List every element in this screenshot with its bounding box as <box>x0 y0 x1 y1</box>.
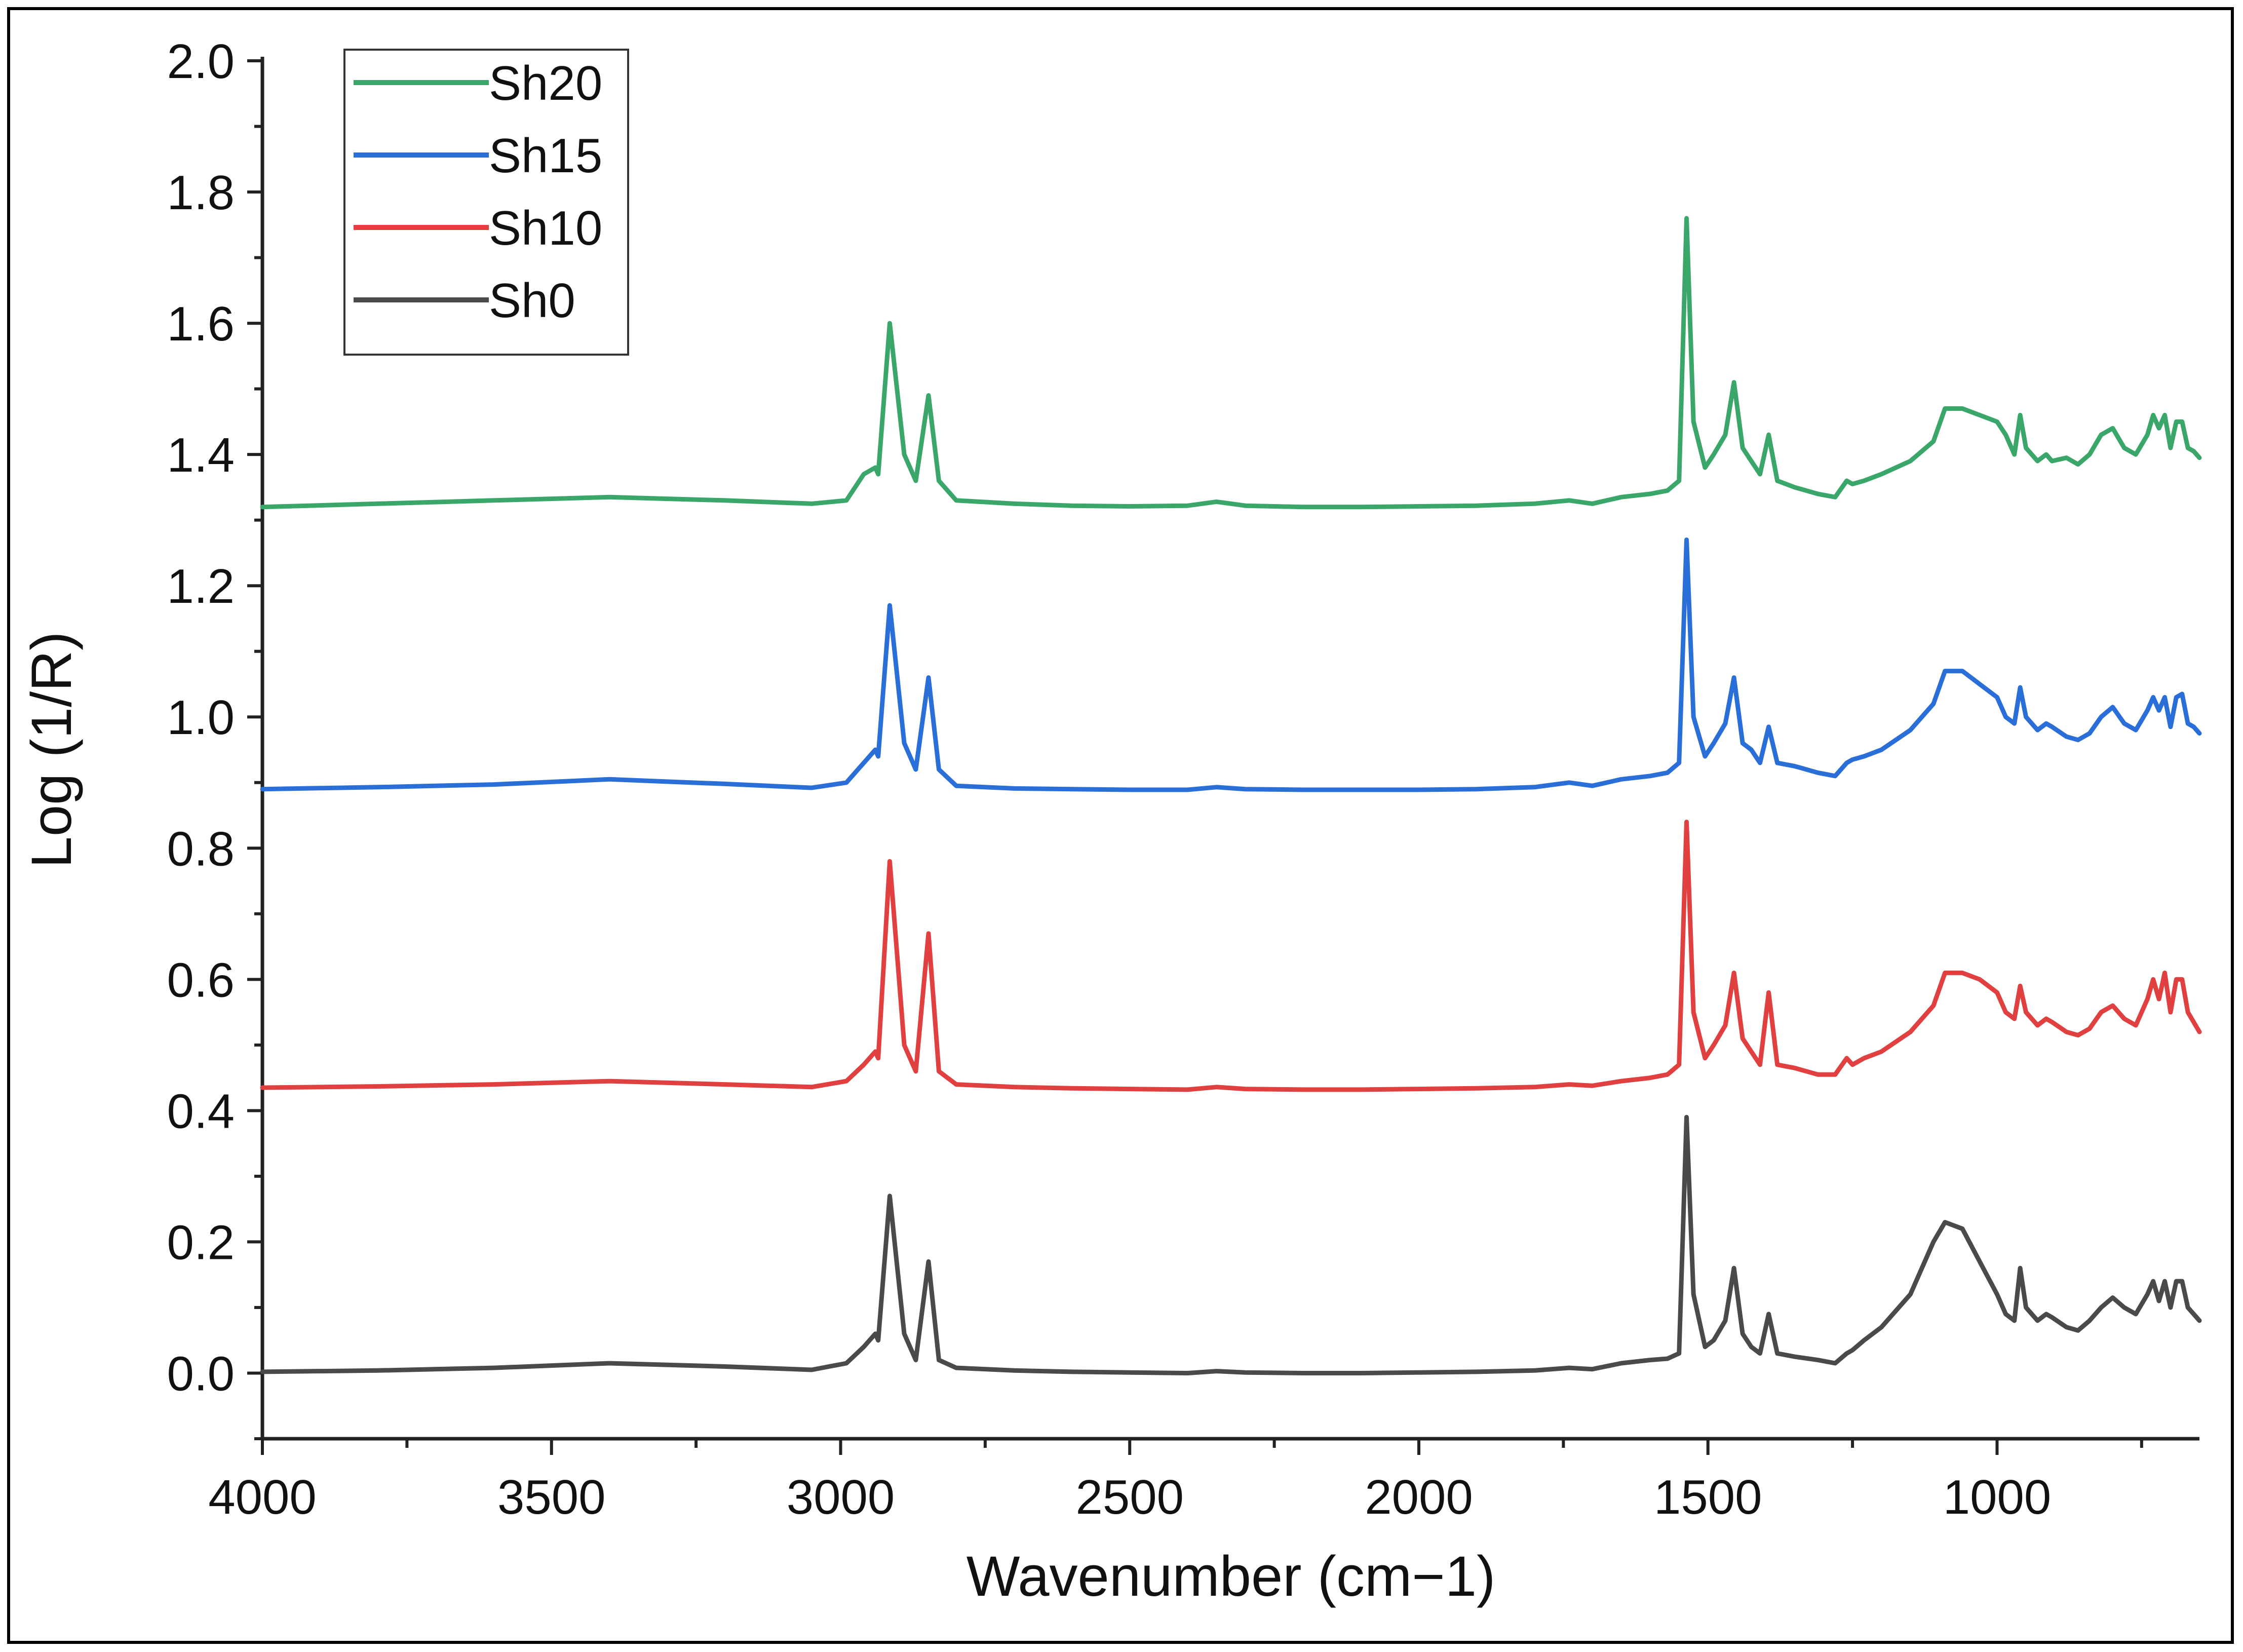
axes: 0.0 0.2 0.4 0.6 0.8 1.0 1.2 1.4 1.6 1.8 2.0 4000 350… <box>167 34 2199 1524</box>
legend-label-sh10: Sh10 <box>489 201 602 255</box>
spectra-chart: 0.0 0.2 0.4 0.6 0.8 1.0 1.2 1.4 1.6 1.8 2.0 4000 350… <box>20 34 2202 1608</box>
y-tick-label: 1.2 <box>167 559 235 613</box>
x-tick-label: 1000 <box>1943 1470 2052 1524</box>
legend: Sh20 Sh15 Sh10 Sh0 <box>343 49 629 356</box>
series-line-sh10 <box>260 820 2202 1092</box>
series-line-sh15 <box>260 537 2202 792</box>
y-tick-label: 1.0 <box>167 690 235 745</box>
y-tick-label: 1.8 <box>167 166 235 220</box>
legend-label-sh20: Sh20 <box>489 56 602 110</box>
series-lines <box>260 216 2202 1375</box>
x-tick-label: 2000 <box>1365 1470 1473 1524</box>
y-axis-title: Log (1/R) <box>20 632 83 868</box>
y-tick-label: 1.4 <box>167 428 235 482</box>
y-tick-label: 0.4 <box>167 1084 235 1138</box>
x-tick-label: 3000 <box>787 1470 895 1524</box>
x-tick-label: 1500 <box>1654 1470 1762 1524</box>
y-tick-label: 1.6 <box>167 297 235 351</box>
legend-label-sh0: Sh0 <box>489 274 575 328</box>
x-tick-label: 3500 <box>497 1470 606 1524</box>
y-tick-label: 0.2 <box>167 1215 235 1270</box>
chart-frame: 0.0 0.2 0.4 0.6 0.8 1.0 1.2 1.4 1.6 1.8 2.0 4000 350… <box>7 7 2234 1644</box>
series-line-sh0 <box>260 1115 2202 1375</box>
y-tick-label: 2.0 <box>167 34 235 89</box>
y-tick-label: 0.8 <box>167 822 235 876</box>
legend-label-sh15: Sh15 <box>489 129 602 183</box>
legend-box <box>343 49 629 356</box>
series-line-sh20 <box>260 216 2202 510</box>
y-tick-label: 0.6 <box>167 953 235 1007</box>
x-axis-title: Wavenumber (cm−1) <box>966 1545 1496 1608</box>
y-tick-label: 0.0 <box>167 1347 235 1401</box>
x-tick-label: 4000 <box>208 1470 317 1524</box>
x-tick-label: 2500 <box>1075 1470 1184 1524</box>
